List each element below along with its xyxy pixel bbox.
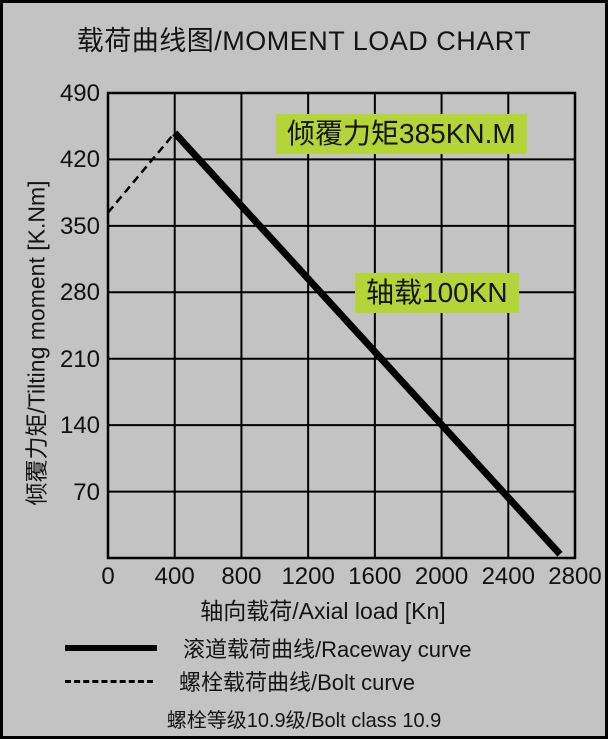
x-tick-label: 2400	[481, 563, 535, 590]
legend-label-raceway: 滚道载荷曲线/Raceway curve	[183, 637, 472, 662]
y-tick-label: 210	[59, 345, 100, 373]
x-tick-label: 800	[221, 563, 262, 590]
chart-title: 载荷曲线图/MOMENT LOAD CHART	[76, 26, 532, 56]
bolt-line-swatch-icon	[65, 679, 153, 683]
x-tick-label: 2800	[548, 563, 602, 590]
x-axis-label: 轴向载荷/Axial load [Kn]	[200, 598, 446, 624]
x-tick-label: 1200	[281, 563, 335, 590]
y-tick-label: 490	[59, 80, 100, 107]
raceway-curve	[172, 130, 563, 557]
plot-canvas	[106, 91, 577, 560]
y-tick-label: 420	[59, 146, 100, 174]
raceway-line-swatch-icon	[65, 645, 157, 651]
tilting-moment-annotation: 倾覆力矩385KN.M	[276, 114, 527, 154]
bolt-class-note: 螺栓等级10.9级/Bolt class 10.9	[166, 710, 442, 732]
x-tick-label: 2000	[414, 563, 469, 590]
y-tick-label: 280	[59, 279, 100, 307]
bolt-curve	[107, 132, 176, 214]
legend-label-bolt: 螺栓载荷曲线/Bolt curve	[179, 670, 415, 695]
y-tick-label: 70	[73, 478, 100, 506]
x-tick-label: 400	[154, 563, 195, 590]
y-axis-label: 倾覆力矩/Tilting moment [K.Nm]	[24, 180, 51, 506]
y-tick-label: 350	[59, 212, 100, 240]
legend: 滚道载荷曲线/Raceway curve 螺栓载荷曲线/Bolt curve	[65, 633, 565, 699]
legend-item-bolt: 螺栓载荷曲线/Bolt curve	[65, 666, 565, 696]
legend-item-raceway: 滚道载荷曲线/Raceway curve	[65, 633, 565, 663]
plot-border	[106, 91, 577, 560]
x-tick-label: 0	[101, 563, 115, 590]
axial-load-annotation: 轴载100KN	[355, 273, 519, 313]
x-tick-label: 1600	[348, 563, 402, 590]
y-tick-label: 140	[59, 412, 100, 440]
y-axis-label-wrap: 倾覆力矩/Tilting moment [K.Nm]	[11, 108, 59, 578]
